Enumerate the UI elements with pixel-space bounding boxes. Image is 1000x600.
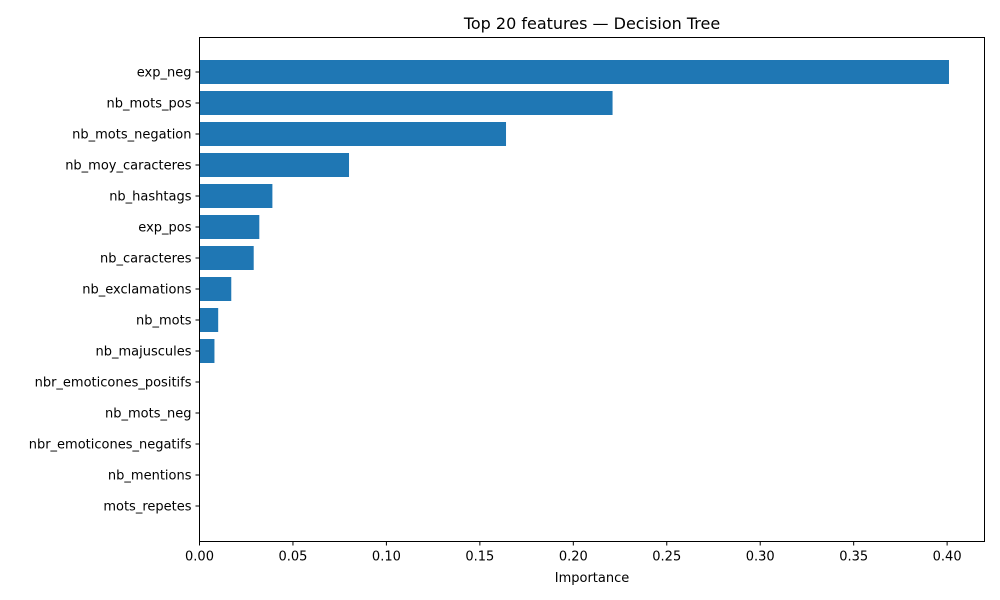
x-axis-ticks: 0.00 0.05 0.10 0.15 0.20 0.25 0.30 0.35 0.40 bbox=[185, 541, 962, 565]
x-tick-label: 0.05 bbox=[278, 550, 307, 565]
y-axis-ticks: exp_neg nb_mots_pos nb_mots_negation nb_moy… bbox=[29, 66, 200, 515]
y-tick-label: nbr_emoticones_positifs bbox=[35, 376, 192, 391]
chart-title: Top 20 features — Decision Tree bbox=[463, 14, 720, 33]
y-tick-label: exp_neg bbox=[137, 66, 192, 81]
y-tick-label: nb_moy_caracteres bbox=[65, 159, 192, 174]
y-tick-label: nb_mots_pos bbox=[107, 97, 192, 112]
y-tick-label: nbr_emoticones_negatifs bbox=[29, 438, 192, 453]
x-tick-label: 0.15 bbox=[465, 550, 494, 565]
bar-nb_caracteres bbox=[199, 246, 254, 270]
y-tick-label: mots_repetes bbox=[103, 500, 191, 515]
x-axis-label: Importance bbox=[555, 571, 630, 586]
bar-nb_mots_pos bbox=[199, 91, 613, 115]
x-tick-label: 0.35 bbox=[839, 550, 868, 565]
bar-nb_majuscules bbox=[199, 339, 215, 363]
bars-group bbox=[199, 60, 949, 363]
x-tick-label: 0.10 bbox=[372, 550, 401, 565]
y-tick-label: nb_mots bbox=[136, 314, 192, 329]
bar-exp_pos bbox=[199, 215, 260, 239]
y-tick-label: nb_mots_negation bbox=[72, 128, 191, 143]
bar-nb_exclamations bbox=[199, 277, 232, 301]
bar-exp_neg bbox=[199, 60, 949, 84]
y-tick-label: nb_mentions bbox=[108, 469, 192, 484]
x-tick-label: 0.40 bbox=[933, 550, 962, 565]
y-tick-label: nb_mots_neg bbox=[105, 407, 191, 422]
y-tick-label: nb_caracteres bbox=[100, 252, 192, 267]
x-tick-label: 0.25 bbox=[652, 550, 681, 565]
y-tick-label: exp_pos bbox=[138, 221, 191, 236]
y-tick-label: nb_hashtags bbox=[109, 190, 192, 205]
bar-nb_moy_caracteres bbox=[199, 153, 350, 177]
x-tick-label: 0.20 bbox=[559, 550, 588, 565]
y-tick-label: nb_exclamations bbox=[82, 283, 191, 298]
plot-frame bbox=[199, 37, 985, 542]
bar-nb_mots bbox=[199, 308, 219, 332]
x-tick-label: 0.00 bbox=[185, 550, 214, 565]
y-tick-label: nb_majuscules bbox=[95, 345, 191, 360]
bar-nb_mots_negation bbox=[199, 122, 507, 146]
x-tick-label: 0.30 bbox=[746, 550, 775, 565]
bar-nb_hashtags bbox=[199, 184, 273, 208]
